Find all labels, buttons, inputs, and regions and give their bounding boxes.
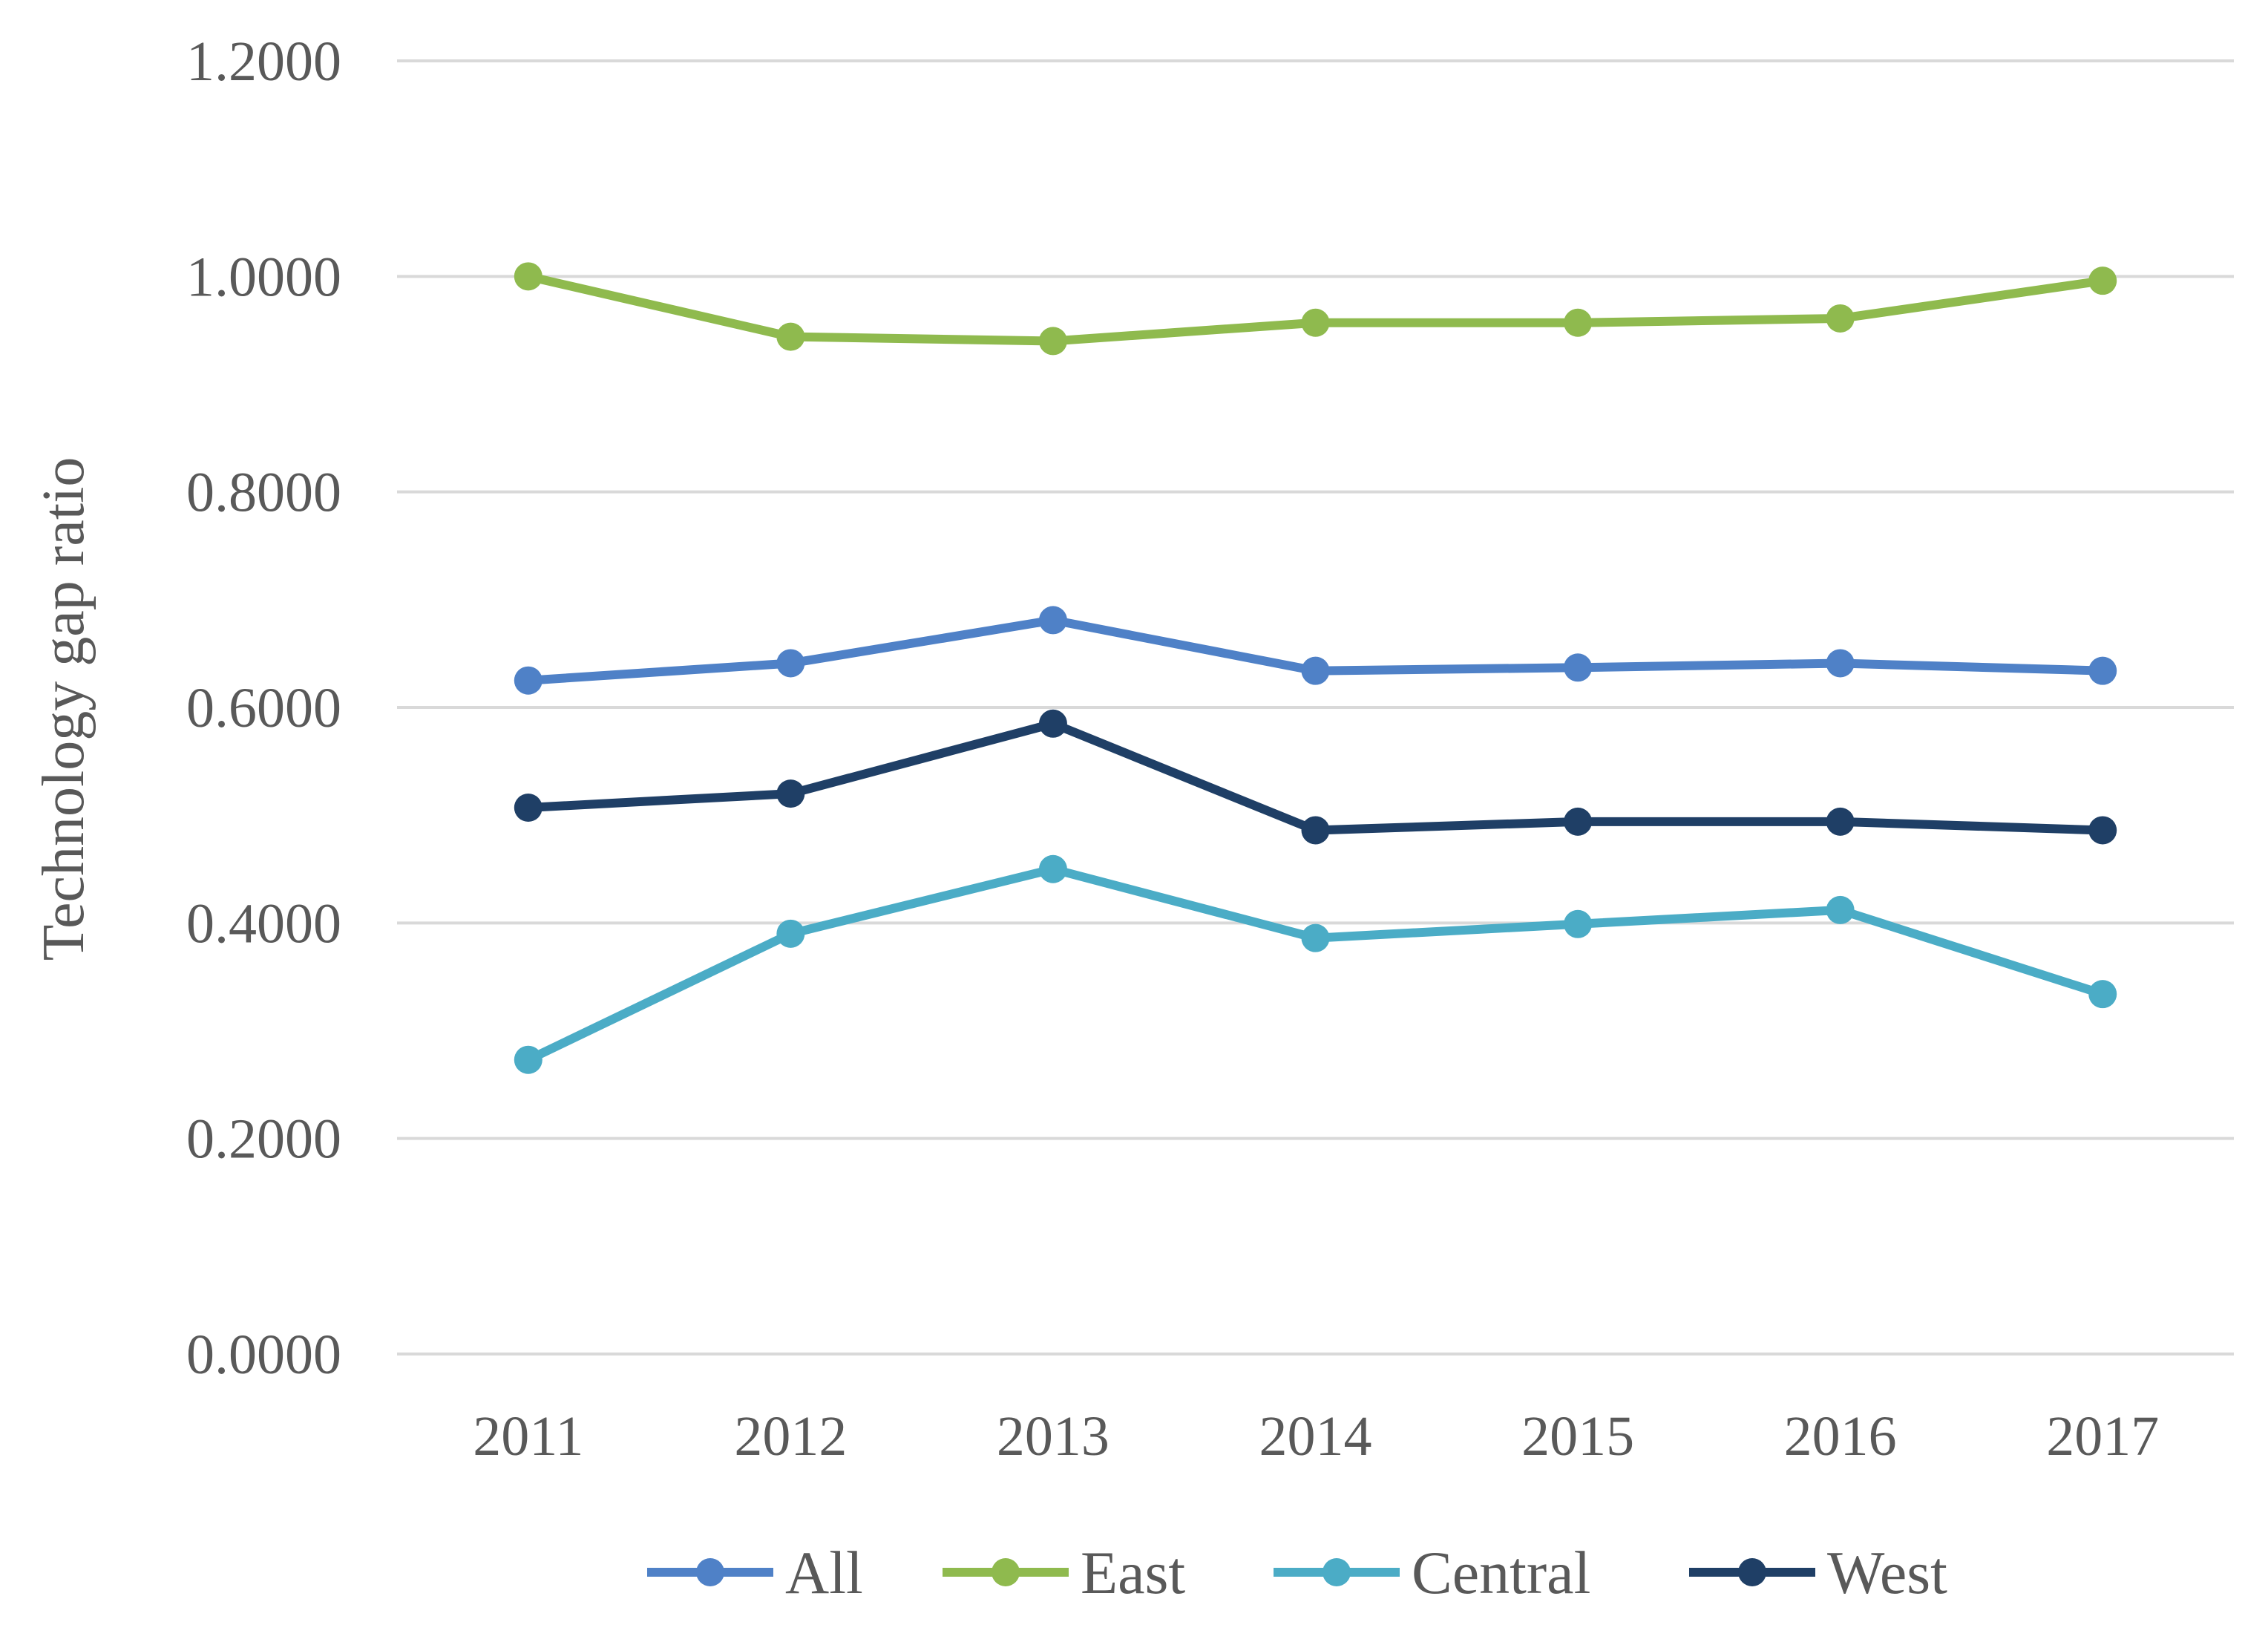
point-west-2013	[1038, 709, 1067, 738]
point-all-2012	[776, 649, 805, 678]
legend-swatch-marker-east	[992, 1558, 1020, 1586]
point-east-2012	[776, 322, 805, 351]
point-central-2014	[1301, 923, 1330, 952]
x-tick-label-2011: 2011	[473, 1405, 583, 1468]
x-tick-label-2013: 2013	[997, 1405, 1110, 1468]
y-tick-label: 0.0000	[186, 1324, 341, 1386]
point-east-2014	[1301, 308, 1330, 337]
series-all	[514, 606, 2117, 695]
legend-label-all: All	[785, 1539, 863, 1606]
point-all-2017	[2088, 656, 2117, 685]
point-east-2015	[1564, 308, 1593, 337]
point-central-2016	[1826, 895, 1855, 924]
series-east	[514, 262, 2117, 356]
point-central-2015	[1564, 909, 1593, 938]
y-tick-label: 0.2000	[186, 1108, 341, 1171]
gridlines	[397, 59, 2234, 1355]
point-west-2017	[2088, 816, 2117, 845]
legend-label-west: West	[1827, 1539, 1947, 1606]
y-tick-label: 0.4000	[186, 892, 341, 955]
point-west-2015	[1564, 807, 1593, 836]
y-tick-label: 1.0000	[186, 246, 341, 308]
legend-swatch-marker-west	[1738, 1558, 1766, 1586]
point-all-2011	[514, 666, 543, 695]
y-tick-label: 0.8000	[186, 462, 341, 524]
point-central-2011	[514, 1045, 543, 1074]
legend-item-east: East	[943, 1539, 1185, 1606]
x-tick-label-2015: 2015	[1521, 1405, 1634, 1468]
point-east-2017	[2088, 266, 2117, 295]
legend-label-central: Central	[1412, 1539, 1590, 1606]
x-axis-ticks: 2011 2012 2013 2014 2015 2016 2017	[473, 1405, 2159, 1468]
series-line-central	[523, 864, 2108, 1064]
point-east-2011	[514, 262, 543, 291]
point-central-2017	[2088, 980, 2117, 1009]
point-all-2014	[1301, 656, 1330, 685]
series-west	[514, 709, 2117, 845]
series-central	[514, 854, 2117, 1074]
series-layer	[514, 262, 2117, 1074]
legend-item-all: All	[647, 1539, 863, 1606]
x-tick-label-2014: 2014	[1259, 1405, 1372, 1468]
x-tick-label-2016: 2016	[1784, 1405, 1897, 1468]
point-all-2015	[1564, 653, 1593, 682]
series-line-west	[523, 719, 2108, 835]
legend-swatch-marker-all	[696, 1558, 724, 1586]
point-all-2013	[1038, 606, 1067, 635]
point-all-2016	[1826, 649, 1855, 678]
legend: All East Central West	[647, 1539, 1947, 1606]
x-tick-label-2017: 2017	[2046, 1405, 2159, 1468]
legend-item-west: West	[1689, 1539, 1947, 1606]
y-axis-title: Technology gap ratio	[31, 457, 96, 961]
point-east-2016	[1826, 304, 1855, 333]
point-west-2016	[1826, 807, 1855, 836]
legend-item-central: Central	[1274, 1539, 1590, 1606]
legend-swatch-marker-central	[1323, 1558, 1351, 1586]
point-central-2013	[1038, 854, 1067, 883]
point-west-2012	[776, 779, 805, 808]
point-central-2012	[776, 919, 805, 948]
point-east-2013	[1038, 327, 1067, 356]
y-tick-label: 0.6000	[186, 677, 341, 739]
legend-label-east: East	[1081, 1539, 1185, 1606]
y-tick-label: 1.2000	[186, 30, 341, 93]
y-axis-ticks: 0.0000 0.2000 0.4000 0.6000 0.8000 1.0000 1.20…	[186, 30, 341, 1386]
point-west-2014	[1301, 816, 1330, 845]
x-tick-label-2012: 2012	[734, 1405, 847, 1468]
point-west-2011	[514, 794, 543, 822]
